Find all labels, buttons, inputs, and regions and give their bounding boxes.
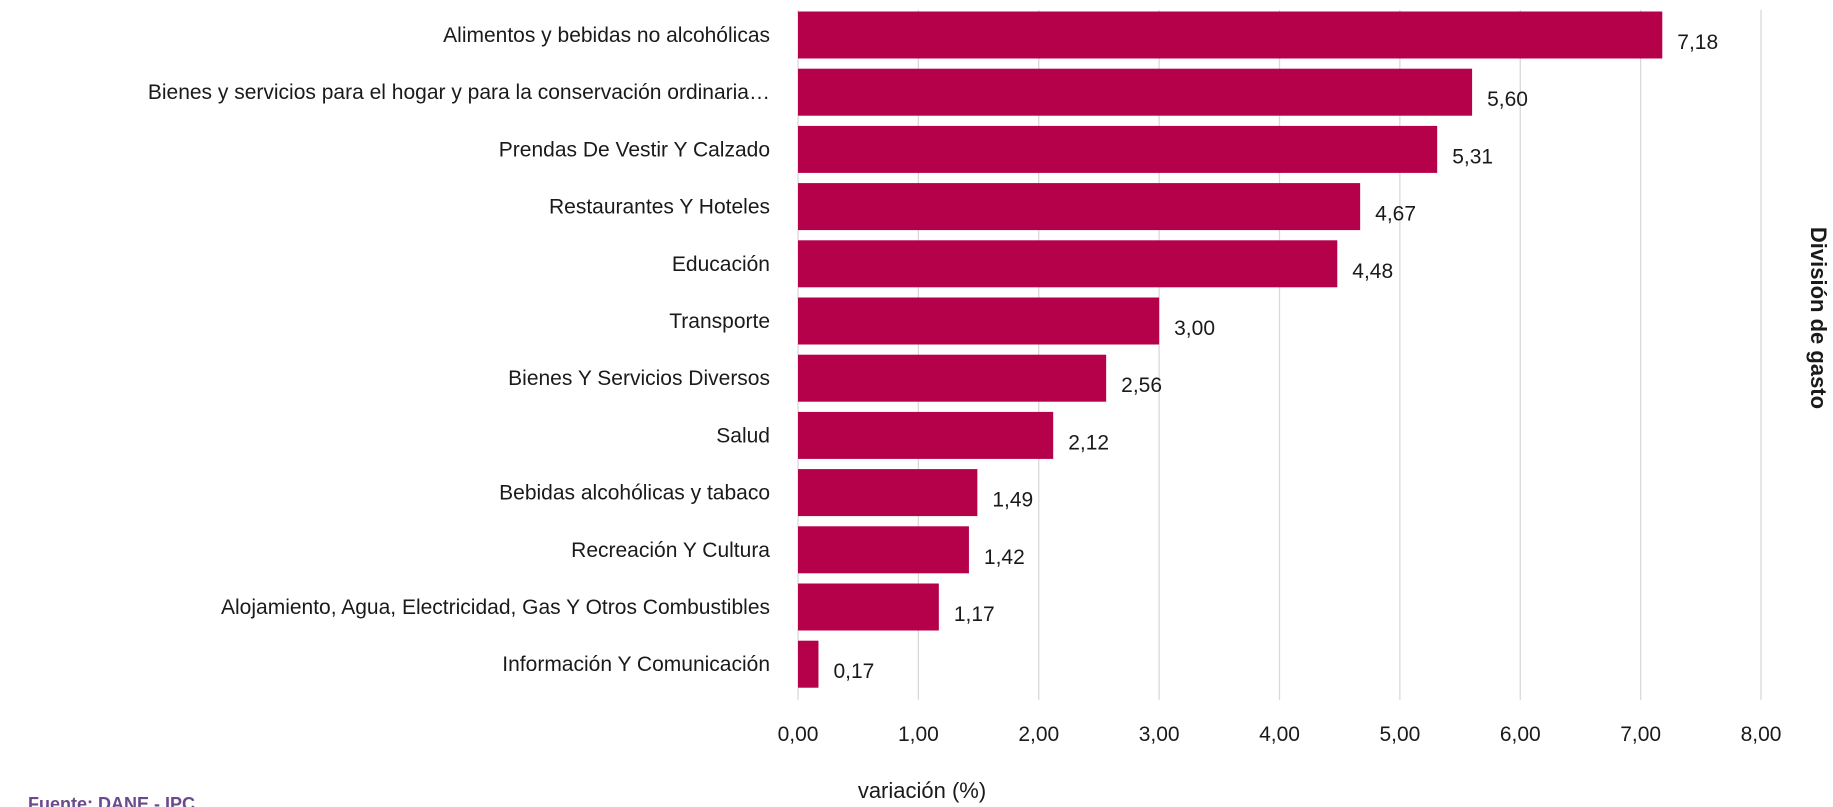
data-label: 3,00 xyxy=(1174,317,1215,340)
x-tick-label: 3,00 xyxy=(1139,723,1180,746)
bar xyxy=(798,68,1473,116)
bar xyxy=(798,583,939,631)
gridlines xyxy=(797,10,1762,700)
x-axis-title: variación (%) xyxy=(858,778,986,803)
bars xyxy=(798,11,1663,688)
bar xyxy=(798,354,1107,402)
bar xyxy=(798,526,969,574)
bar xyxy=(798,183,1361,231)
category-label: Bebidas alcohólicas y tabaco xyxy=(499,482,770,505)
source-note: Fuente: DANE - IPC xyxy=(28,794,195,807)
data-label: 2,56 xyxy=(1121,374,1162,397)
x-tick-label: 8,00 xyxy=(1741,723,1782,746)
category-label: Alojamiento, Agua, Electricidad, Gas Y O… xyxy=(221,596,770,619)
x-tick-labels: 0,00 1,00 2,00 3,00 4,00 5,00 6,00 7,00 8,00 xyxy=(778,723,1782,746)
category-label: Educación xyxy=(672,253,770,276)
bar xyxy=(798,469,978,517)
data-label: 4,67 xyxy=(1375,203,1416,226)
category-labels: Alimentos y bebidas no alcohólicas Bienes… xyxy=(148,24,770,676)
category-label: Prendas De Vestir Y Calzado xyxy=(499,138,770,161)
data-label: 1,17 xyxy=(954,603,995,626)
category-label: Bienes Y Servicios Diversos xyxy=(508,367,770,390)
category-label: Bienes y servicios para el hogar y para … xyxy=(148,81,770,104)
value-labels: 7,18 5,60 5,31 4,67 4,48 3,00 2,56 2,12 1,49 1,42… xyxy=(833,31,1718,683)
x-tick-label: 6,00 xyxy=(1500,723,1541,746)
data-label: 7,18 xyxy=(1677,31,1718,54)
bar xyxy=(798,297,1160,345)
category-label: Salud xyxy=(716,424,770,447)
x-tick-label: 2,00 xyxy=(1018,723,1059,746)
data-label: 1,42 xyxy=(984,546,1025,569)
category-label: Información Y Comunicación xyxy=(502,653,770,676)
bar xyxy=(798,240,1338,288)
bar xyxy=(798,125,1438,173)
category-label: Alimentos y bebidas no alcohólicas xyxy=(443,24,770,47)
x-tick-label: 4,00 xyxy=(1259,723,1300,746)
data-label: 2,12 xyxy=(1068,431,1109,454)
x-tick-label: 7,00 xyxy=(1620,723,1661,746)
data-label: 5,60 xyxy=(1487,88,1528,111)
bar xyxy=(798,640,819,688)
bar xyxy=(798,411,1054,459)
x-tick-label: 0,00 xyxy=(778,723,819,746)
category-label: Recreación Y Cultura xyxy=(571,539,770,562)
data-label: 1,49 xyxy=(992,489,1033,512)
x-tick-label: 5,00 xyxy=(1379,723,1420,746)
y-axis-title: División de gasto xyxy=(1806,227,1831,409)
data-label: 4,48 xyxy=(1352,260,1393,283)
data-label: 0,17 xyxy=(833,660,874,683)
category-label: Transporte xyxy=(669,310,770,333)
x-tick-label: 1,00 xyxy=(898,723,939,746)
data-label: 5,31 xyxy=(1452,145,1493,168)
bar xyxy=(798,11,1663,59)
category-label: Restaurantes Y Hoteles xyxy=(549,196,770,219)
